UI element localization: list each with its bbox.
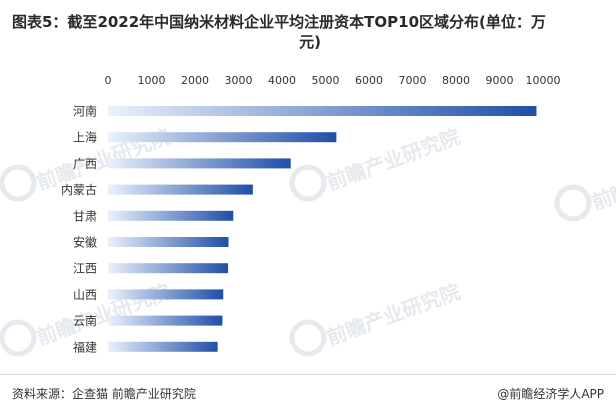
category-label: 安徽 xyxy=(73,235,97,250)
source-note: 资料来源：企查猫 前瞻产业研究院 xyxy=(12,387,196,401)
bar-安徽 xyxy=(108,237,229,247)
chart-title: 图表5：截至2022年中国纳米材料企业平均注册资本TOP10区域分布(单位：万 … xyxy=(12,12,608,52)
x-tick-label: 9000 xyxy=(486,74,514,87)
category-label: 江西 xyxy=(73,262,97,276)
chart-title-line1: 图表5：截至2022年中国纳米材料企业平均注册资本TOP10区域分布(单位：万 xyxy=(12,13,546,31)
watermark-logo-icon xyxy=(554,184,592,222)
x-tick-label: 7000 xyxy=(399,74,427,87)
bar-上海 xyxy=(108,132,337,143)
bar-云南 xyxy=(108,315,223,326)
watermark-logo-icon xyxy=(289,164,327,202)
x-tick-label: 8000 xyxy=(442,74,470,87)
bars xyxy=(108,106,537,352)
bar-福建 xyxy=(108,341,218,352)
category-label: 云南 xyxy=(73,313,97,328)
footer: 资料来源：企查猫 前瞻产业研究院 @前瞻经济学人APP xyxy=(0,374,616,413)
bar-内蒙古 xyxy=(108,184,253,195)
category-label: 甘肃 xyxy=(73,209,97,223)
brand-credit: @前瞻经济学人APP xyxy=(497,387,604,401)
bar-山西 xyxy=(108,289,224,300)
bar-江西 xyxy=(108,263,229,274)
x-tick-label: 10000 xyxy=(526,74,561,87)
watermark-logo-icon xyxy=(0,164,37,202)
x-tick-label: 5000 xyxy=(312,74,340,87)
x-tick-label: 4000 xyxy=(268,74,296,87)
bar-甘肃 xyxy=(108,210,234,221)
watermark-text: 前瞻产业研究院 xyxy=(324,124,464,194)
category-label: 上海 xyxy=(73,130,97,145)
category-label: 广西 xyxy=(73,157,97,171)
category-label: 内蒙古 xyxy=(61,182,97,197)
category-label: 河南 xyxy=(73,104,97,119)
watermark-logo-icon xyxy=(289,319,327,357)
x-tick-label: 0 xyxy=(105,74,112,87)
x-tick-label: 6000 xyxy=(355,74,383,87)
x-tick-label: 2000 xyxy=(181,74,209,87)
chart-title-line2: 元) xyxy=(299,33,321,51)
watermark-text: 前瞻产业研究院 xyxy=(589,144,616,214)
category-label: 福建 xyxy=(73,339,97,354)
x-tick-label: 1000 xyxy=(138,74,166,87)
category-label: 山西 xyxy=(73,288,97,302)
bar-河南 xyxy=(108,106,537,116)
x-axis-ticks: 0 1000 2000 3000 4000 5000 6000 7000 8000 9000 100… xyxy=(105,74,561,87)
bar-广西 xyxy=(108,158,291,169)
watermark-logo-icon xyxy=(0,319,37,357)
watermark-text: 前瞻产业研究院 xyxy=(324,279,464,349)
x-tick-label: 3000 xyxy=(225,74,253,87)
